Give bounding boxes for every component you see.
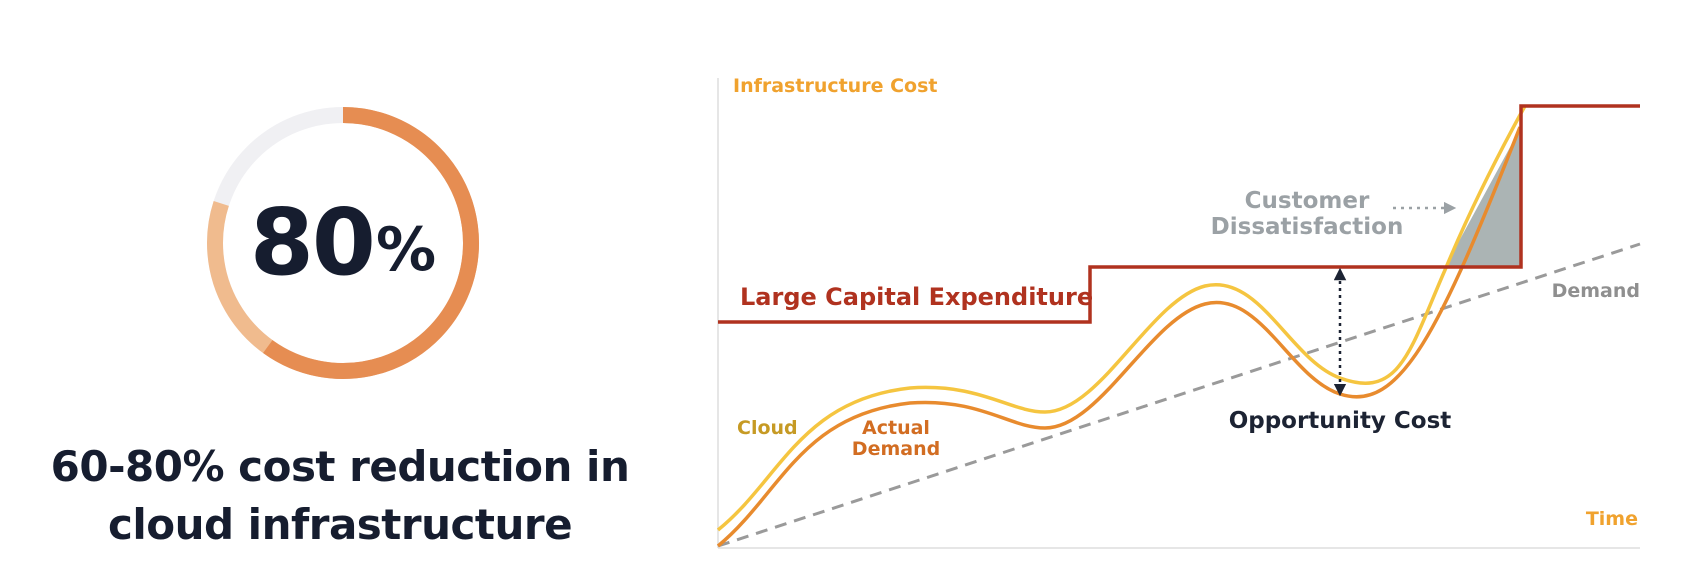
stat-caption-line2: cloud infrastructure xyxy=(107,500,573,549)
cloud-line xyxy=(716,105,1527,532)
ring-arc-main xyxy=(263,107,479,379)
stat-card: 80 % 60-80% cost reduction in cloud infr… xyxy=(0,0,680,578)
demand-line xyxy=(717,242,1641,548)
cost-diagram: Infrastructure Cost Time Large Capital E… xyxy=(680,0,1702,578)
actual-demand-line xyxy=(716,126,1522,548)
demand-label: Demand xyxy=(1552,280,1640,302)
capital-expenditure-line xyxy=(718,104,1640,324)
capex-label: Large Capital Expenditure xyxy=(740,283,1093,311)
y-axis-label: Infrastructure Cost xyxy=(733,75,937,97)
stat-caption-line1: 60-80% cost reduction in xyxy=(50,442,630,491)
cloud-label: Cloud xyxy=(737,417,798,439)
stat-caption: 60-80% cost reduction in cloud infrastru… xyxy=(30,438,650,554)
customer-dissatisfaction-label-line1: Customer xyxy=(1245,188,1370,214)
actual-demand-label-line2: Demand xyxy=(852,438,940,460)
customer-dissatisfaction-label-line2: Dissatisfaction xyxy=(1211,214,1404,240)
customer-dissatisfaction-area xyxy=(1445,127,1521,267)
opportunity-cost-label: Opportunity Cost xyxy=(1229,408,1452,434)
actual-demand-label-line1: Actual xyxy=(862,417,930,439)
x-axis-label: Time xyxy=(1586,508,1638,530)
progress-ring xyxy=(207,107,479,379)
cost-diagram-svg: Infrastructure Cost Time Large Capital E… xyxy=(716,75,1641,549)
